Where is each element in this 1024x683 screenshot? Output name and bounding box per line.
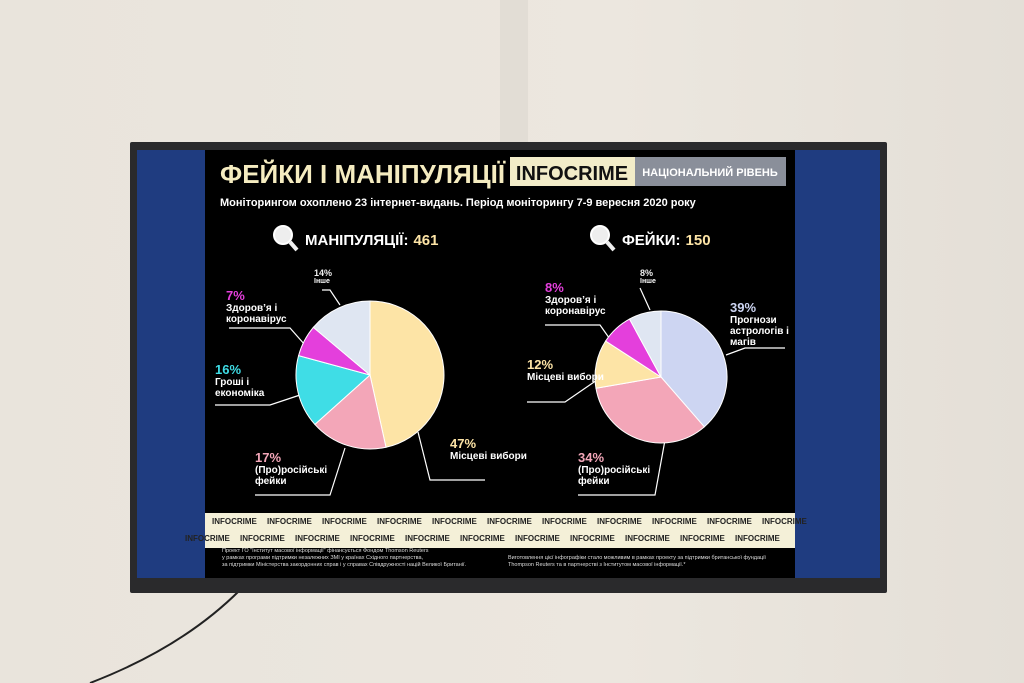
ribbon-text: INFOCRIME <box>542 517 588 526</box>
ribbon-text: INFOCRIME <box>295 534 341 543</box>
ribbon-text: INFOCRIME <box>212 517 258 526</box>
ribbon-text: INFOCRIME <box>432 517 478 526</box>
pie-slice <box>369 300 445 448</box>
slice-label: 8% Інше <box>640 268 680 286</box>
cable <box>89 589 241 683</box>
value-label: 8% <box>640 268 654 278</box>
pie-title: МАНІПУЛЯЦІЇ: <box>305 232 408 249</box>
footer-line: Виготовлення цієї інфографіки стало можл… <box>508 555 766 561</box>
slice-label: 8% Здоров’я і коронавірус <box>545 280 625 317</box>
magnifier <box>590 225 610 245</box>
ribbon-text: INFOCRIME <box>460 534 506 543</box>
ribbon-text: INFOCRIME <box>515 534 561 543</box>
ribbon-text: INFOCRIME <box>570 534 616 543</box>
category-label: (Про)російські фейки <box>578 465 651 487</box>
ribbon-text: INFOCRIME <box>240 534 286 543</box>
leaders <box>215 287 785 496</box>
pie-slice <box>295 355 372 426</box>
value-label: 47% <box>450 436 477 451</box>
category-label: Інше <box>314 278 330 285</box>
level-box <box>635 157 786 186</box>
pie-slice <box>660 310 728 428</box>
category-label: Місцеві вибори <box>527 372 604 383</box>
subtitle: Моніторингом охоплено 23 інтернет-видань… <box>220 197 697 209</box>
ribbon-text: INFOCRIME <box>350 534 396 543</box>
ribbon-text: INFOCRIME <box>707 517 753 526</box>
value-label: 7% <box>226 288 245 303</box>
footer-line: за підтримки Міністерства закордонних сп… <box>222 562 467 568</box>
ribbon-text: INFOCRIME <box>185 534 231 543</box>
ribbon-text: INFOCRIME <box>377 517 423 526</box>
slice-label: 14% Інше <box>314 268 354 286</box>
ribbon-text: INFOCRIME <box>597 517 643 526</box>
category-label: (Про)російські фейки <box>255 465 328 487</box>
pie-slice <box>595 376 705 444</box>
ribbon-text: INFOCRIME <box>487 517 533 526</box>
magnifier <box>273 225 293 245</box>
screen <box>137 150 880 578</box>
slice-label: 16% Гроші і економіка <box>215 362 295 399</box>
category-label: Здоров’я і коронавірус <box>545 295 606 317</box>
ribbon-text: INFOCRIME <box>267 517 313 526</box>
value-label: 39% <box>730 300 757 315</box>
value-label: 12% <box>527 357 554 372</box>
slice-label: 39% Прогнози астрологів і магів <box>730 300 790 348</box>
ribbon-text: INFOCRIME <box>652 517 698 526</box>
slice-label: 7% Здоров’я і коронавірус <box>226 288 306 325</box>
wall-pipe <box>500 0 528 142</box>
ribbon-text: INFOCRIME <box>625 534 671 543</box>
value-label: 14% <box>314 268 333 278</box>
pie-slice <box>312 300 371 377</box>
pie-total: 461 <box>413 232 438 249</box>
brand: INFOCRIME <box>516 163 628 185</box>
value-label: 8% <box>545 280 564 295</box>
magnifier-handle <box>605 240 616 252</box>
slice-label: 17% (Про)російські фейки <box>255 450 335 487</box>
value-label: 17% <box>255 450 282 465</box>
pie-slice <box>628 310 662 378</box>
ribbon-text: INFOCRIME <box>322 517 368 526</box>
ribbon-text: INFOCRIME <box>762 517 808 526</box>
ribbon-text: INFOCRIME <box>680 534 726 543</box>
brand-box <box>510 157 635 186</box>
side-panel <box>137 150 205 578</box>
footer-line: у рамках програми підтримки незалежних З… <box>222 555 424 561</box>
footer-line: Thompson Reuters та в партнерстві з Інст… <box>508 562 686 568</box>
footer-right: Виготовлення цієї інфографіки стало можл… <box>508 555 766 569</box>
footer-line: Проект ГО "Інститут масової інформації" … <box>222 548 429 554</box>
title: ФЕЙКИ І МАНІПУЛЯЦІЇ <box>220 159 506 189</box>
value-label: 34% <box>578 450 605 465</box>
slice-label: 47% Місцеві вибори <box>450 436 530 462</box>
value-label: 16% <box>215 362 242 377</box>
magnifier-handle <box>288 240 299 252</box>
level: НАЦІОНАЛЬНИЙ РІВЕНЬ <box>642 166 778 179</box>
category-label: Здоров’я і коронавірус <box>226 303 287 325</box>
pie-total: 150 <box>686 232 711 249</box>
category-label: Прогнози астрологів і магів <box>730 315 789 348</box>
ribbon <box>205 513 795 548</box>
ribbon-text: INFOCRIME <box>735 534 781 543</box>
pie-slice <box>314 374 387 450</box>
pie-title: ФЕЙКИ: <box>622 231 681 249</box>
slice-label: 12% Місцеві вибори <box>527 357 607 383</box>
footer-left: Проект ГО "Інститут масової інформації" … <box>222 548 466 569</box>
slice-label: 34% (Про)російські фейки <box>578 450 658 487</box>
ribbon-text: INFOCRIME <box>405 534 451 543</box>
category-label: Інше <box>640 278 656 285</box>
side-panel <box>795 150 880 578</box>
category-label: Гроші і економіка <box>215 377 265 399</box>
category-label: Місцеві вибори <box>450 451 527 462</box>
